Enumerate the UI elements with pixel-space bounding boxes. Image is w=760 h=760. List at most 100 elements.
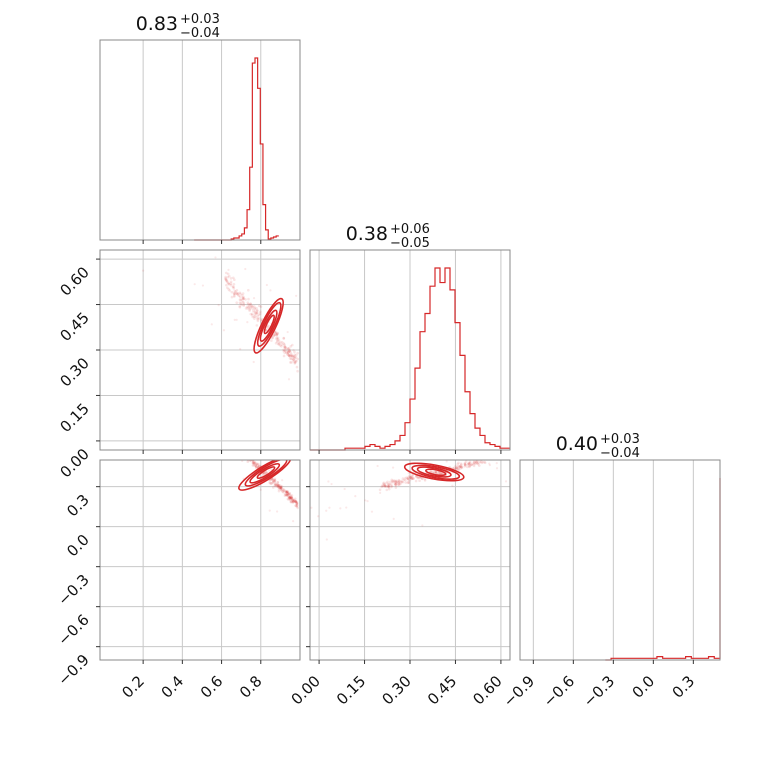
- scatter-point: [382, 482, 385, 485]
- scatter-point: [294, 504, 297, 507]
- scatter-point: [295, 365, 299, 369]
- scatter-point: [394, 483, 398, 486]
- scatter-point: [277, 343, 281, 346]
- scatter-point: [456, 464, 460, 468]
- scatter-point: [288, 349, 291, 352]
- scatter-point: [291, 498, 294, 502]
- scatter-point: [294, 353, 298, 357]
- scatter-point: [253, 310, 256, 314]
- scatter-point: [248, 303, 251, 307]
- scatter-point: [455, 465, 458, 469]
- scatter-point: [142, 269, 145, 272]
- scatter-point: [212, 415, 214, 417]
- scatter-point: [439, 472, 442, 476]
- hist-line-0: [194, 57, 279, 241]
- scatter-point: [260, 318, 263, 322]
- scatter-point: [472, 462, 476, 466]
- scatter-point: [294, 500, 298, 503]
- scatter-point: [244, 267, 247, 271]
- scatter-point: [420, 477, 424, 481]
- scatter-point: [287, 492, 291, 496]
- scatter-point: [289, 357, 293, 361]
- scatter-point: [251, 305, 254, 308]
- scatter-point: [293, 357, 297, 360]
- scatter-point: [293, 499, 296, 502]
- scatter-point: [285, 490, 289, 494]
- scatter-point: [273, 484, 277, 487]
- scatter-point: [290, 355, 294, 358]
- scatter-point: [480, 461, 483, 465]
- scatter-point: [456, 462, 459, 466]
- scatter-point: [249, 446, 251, 448]
- scatter-point: [239, 292, 242, 296]
- scatter-point: [263, 471, 267, 475]
- scatter-point: [435, 471, 439, 474]
- scatter-point: [292, 355, 296, 359]
- scatter-point: [230, 195, 232, 197]
- scatter-point: [294, 500, 298, 503]
- contour-line: [253, 297, 284, 354]
- scatter-point: [294, 500, 298, 504]
- scatter-point: [289, 500, 293, 504]
- scatter-point: [247, 455, 250, 458]
- scatter-point: [244, 452, 247, 455]
- scatter-point: [290, 500, 294, 503]
- scatter-point: [293, 361, 297, 364]
- scatter-point: [457, 461, 460, 465]
- scatter-point: [243, 455, 246, 458]
- scatter-point: [274, 341, 278, 345]
- scatter-point: [453, 466, 456, 470]
- scatter-point: [477, 464, 481, 467]
- scatter-point: [252, 463, 255, 467]
- scatter-point: [281, 487, 285, 491]
- scatter-point: [395, 482, 398, 486]
- scatter-point: [245, 457, 248, 460]
- x-tick-label: 0.6: [197, 672, 227, 702]
- scatter-point: [272, 333, 276, 337]
- scatter-point: [287, 495, 290, 498]
- param-title-minus-0: −0.04: [180, 26, 220, 41]
- scatter-point: [384, 485, 388, 488]
- scatter-point: [393, 482, 397, 485]
- scatter-point: [354, 495, 357, 498]
- scatter-point: [477, 461, 480, 465]
- scatter-point: [174, 169, 176, 171]
- y-tick-label: 0.15: [56, 400, 92, 436]
- x-tick-label: 0.3: [669, 672, 699, 702]
- scatter-point: [255, 463, 259, 466]
- scatter-point: [242, 451, 245, 454]
- scatter-point: [472, 460, 476, 463]
- scatter-point: [108, 173, 110, 175]
- contour-line: [416, 466, 452, 478]
- scatter-point: [288, 491, 292, 495]
- scatter-point: [418, 479, 421, 483]
- scatter-point: [256, 314, 259, 318]
- scatter-point: [226, 286, 229, 290]
- scatter-point: [289, 496, 293, 499]
- scatter-point: [249, 306, 252, 310]
- scatter-point: [504, 480, 508, 483]
- scatter-point: [277, 341, 281, 345]
- scatter-point: [249, 312, 253, 316]
- scatter-point: [254, 464, 257, 467]
- scatter-point: [250, 455, 253, 458]
- pair-panel-2-0: −0.9−0.6−0.3 0.0 0.3: [54, 415, 301, 689]
- scatter-point: [176, 229, 178, 231]
- scatter-point: [271, 336, 274, 339]
- scatter-point: [287, 492, 290, 496]
- scatter-point: [277, 486, 281, 489]
- scatter-point: [429, 469, 432, 473]
- scatter-point: [252, 360, 255, 364]
- scatter-point: [280, 344, 283, 348]
- scatter-point: [285, 351, 288, 355]
- scatter-point: [293, 353, 296, 356]
- scatter-point: [395, 480, 398, 483]
- scatter-point: [100, 179, 102, 181]
- scatter-point: [238, 305, 242, 309]
- scatter-point: [409, 477, 413, 481]
- scatter-point: [460, 463, 463, 467]
- scatter-point: [253, 464, 257, 468]
- scatter-point: [271, 481, 275, 484]
- scatter-point: [289, 361, 292, 364]
- scatter-point: [286, 352, 290, 356]
